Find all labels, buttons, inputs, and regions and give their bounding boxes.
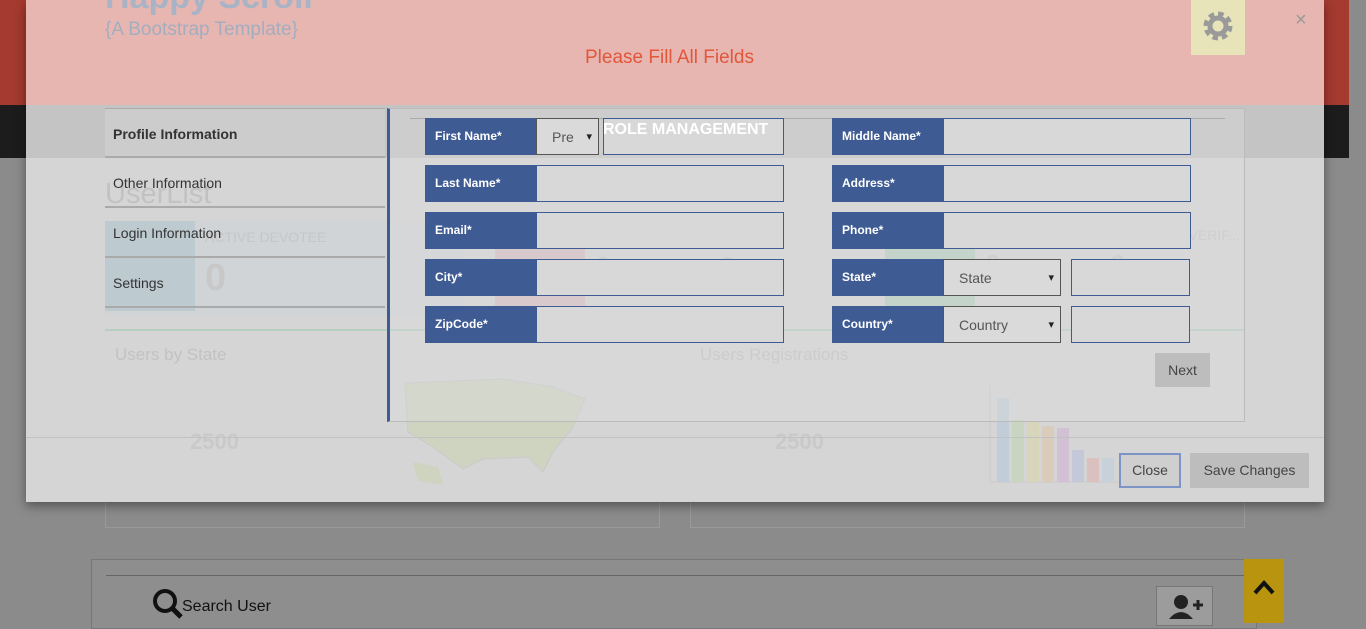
field-label: Email* xyxy=(425,212,536,249)
tab[interactable]: Settings xyxy=(105,258,385,308)
field-label: ZipCode* xyxy=(425,306,536,343)
tab-label[interactable]: Profile Information xyxy=(113,126,238,142)
modal-close-icon[interactable]: × xyxy=(1295,9,1307,31)
gear-icon xyxy=(1203,11,1233,41)
field-label: Last Name* xyxy=(425,165,536,202)
tab-label[interactable]: Login Information xyxy=(113,225,222,241)
text-input[interactable] xyxy=(536,259,784,296)
search-label[interactable]: Search User xyxy=(182,598,271,615)
modal-header-tint xyxy=(26,0,1324,105)
modal-footer-rule xyxy=(26,437,1324,438)
next-button[interactable]: Next xyxy=(1155,353,1210,387)
select-value[interactable]: State xyxy=(959,270,992,286)
textarea[interactable] xyxy=(943,165,1191,202)
select[interactable]: Pre xyxy=(536,118,599,156)
form-rule xyxy=(410,118,1225,119)
field-label: State* xyxy=(832,259,943,296)
tab[interactable]: Profile Information xyxy=(105,108,385,158)
text-input[interactable] xyxy=(943,212,1191,249)
add-user-button[interactable] xyxy=(1156,586,1213,626)
field-label: Phone* xyxy=(832,212,943,249)
tab[interactable]: Other Information xyxy=(105,158,385,208)
text-input[interactable] xyxy=(943,118,1191,155)
field-label: City* xyxy=(425,259,536,296)
select-value[interactable]: Pre xyxy=(552,129,574,145)
search-icon xyxy=(153,589,183,619)
select-value[interactable]: Country xyxy=(959,317,1009,333)
select[interactable]: Country xyxy=(943,306,1061,344)
field-label: First Name* xyxy=(425,118,536,155)
arrow-icon xyxy=(1253,580,1275,595)
text-input[interactable] xyxy=(536,212,784,249)
role-management-box xyxy=(603,118,784,155)
field-label: Middle Name* xyxy=(832,118,943,155)
tab-label[interactable]: Settings xyxy=(113,275,164,291)
add-user-icon xyxy=(1169,595,1203,619)
field-label: Country* xyxy=(832,306,943,343)
text-input[interactable] xyxy=(536,306,784,343)
text-input[interactable] xyxy=(1071,259,1190,296)
search-panel: Search User xyxy=(91,559,1257,629)
close-button[interactable]: Close xyxy=(1119,453,1181,488)
divider xyxy=(106,575,1246,576)
save-button[interactable]: Save Changes xyxy=(1190,453,1309,488)
role-management[interactable]: ROLE MANAGEMENT xyxy=(603,121,769,138)
tab-label[interactable]: Other Information xyxy=(113,175,222,191)
text-input[interactable] xyxy=(1071,306,1190,343)
text-input[interactable] xyxy=(536,165,784,202)
alert-message: Please Fill All Fields xyxy=(585,47,754,68)
select[interactable]: State xyxy=(943,259,1061,297)
site-subtitle: {A Bootstrap Template} xyxy=(105,19,298,40)
tab[interactable]: Login Information xyxy=(105,208,385,258)
site-title: Happy Scroll xyxy=(105,0,313,17)
scroll-top-button[interactable] xyxy=(1244,559,1284,623)
settings-button[interactable] xyxy=(1191,0,1245,55)
field-label: Address* xyxy=(832,165,943,202)
